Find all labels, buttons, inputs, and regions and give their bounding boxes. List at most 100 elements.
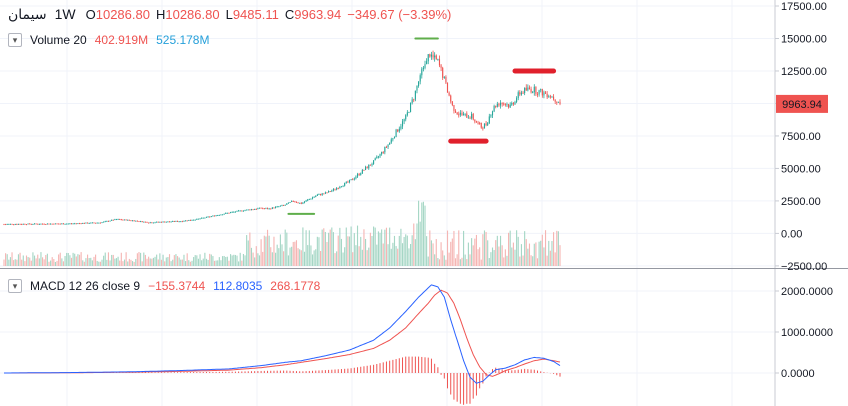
candle[interactable] bbox=[334, 189, 336, 191]
candle[interactable] bbox=[440, 65, 442, 68]
candle[interactable] bbox=[69, 223, 71, 225]
candle[interactable] bbox=[45, 224, 47, 226]
candle[interactable] bbox=[429, 54, 431, 57]
candle[interactable] bbox=[332, 189, 334, 191]
candle[interactable] bbox=[38, 223, 40, 225]
candle[interactable] bbox=[152, 222, 155, 224]
candle[interactable] bbox=[234, 211, 236, 213]
candle[interactable] bbox=[405, 115, 407, 120]
candle[interactable] bbox=[418, 81, 420, 87]
candle[interactable] bbox=[400, 126, 402, 129]
candle[interactable] bbox=[374, 158, 376, 161]
candle[interactable] bbox=[109, 220, 111, 222]
candle[interactable] bbox=[438, 59, 441, 66]
candle[interactable] bbox=[103, 221, 105, 223]
candle[interactable] bbox=[213, 215, 216, 217]
candle[interactable] bbox=[291, 200, 293, 203]
candle[interactable] bbox=[514, 102, 516, 105]
candle[interactable] bbox=[164, 221, 166, 223]
candle[interactable] bbox=[114, 219, 116, 221]
candle[interactable] bbox=[373, 160, 375, 165]
candle[interactable] bbox=[252, 209, 254, 211]
candle[interactable] bbox=[419, 75, 421, 82]
candle[interactable] bbox=[56, 223, 58, 225]
candle[interactable] bbox=[422, 67, 424, 69]
candle[interactable] bbox=[344, 182, 346, 186]
candle[interactable] bbox=[230, 212, 232, 214]
candle[interactable] bbox=[205, 216, 208, 218]
candle[interactable] bbox=[278, 206, 280, 208]
candle[interactable] bbox=[173, 221, 175, 223]
candle[interactable] bbox=[446, 82, 449, 93]
candle[interactable] bbox=[154, 222, 156, 224]
candle[interactable] bbox=[6, 223, 8, 225]
candle[interactable] bbox=[339, 186, 341, 189]
candle[interactable] bbox=[363, 169, 365, 171]
candle[interactable] bbox=[48, 223, 50, 225]
candle[interactable] bbox=[287, 202, 289, 204]
candle[interactable] bbox=[361, 169, 363, 174]
candle[interactable] bbox=[448, 92, 450, 96]
candle[interactable] bbox=[88, 223, 90, 225]
candle[interactable] bbox=[117, 218, 119, 220]
candle[interactable] bbox=[193, 219, 195, 221]
candle[interactable] bbox=[141, 221, 143, 223]
candle[interactable] bbox=[519, 92, 521, 95]
candle[interactable] bbox=[138, 221, 140, 223]
candle[interactable] bbox=[300, 202, 302, 204]
candle[interactable] bbox=[131, 220, 134, 222]
candle[interactable] bbox=[387, 144, 389, 148]
candle[interactable] bbox=[286, 203, 288, 205]
candle[interactable] bbox=[176, 220, 179, 222]
candle[interactable] bbox=[504, 103, 506, 105]
candle[interactable] bbox=[271, 207, 273, 209]
candle[interactable] bbox=[308, 198, 310, 200]
candle[interactable] bbox=[281, 205, 283, 207]
candle[interactable] bbox=[501, 102, 503, 104]
candle[interactable] bbox=[414, 90, 416, 100]
candle[interactable] bbox=[395, 129, 397, 138]
candle[interactable] bbox=[16, 224, 18, 226]
candle[interactable] bbox=[263, 208, 265, 210]
candle[interactable] bbox=[509, 104, 511, 108]
candle[interactable] bbox=[8, 223, 10, 225]
candle[interactable] bbox=[516, 98, 518, 103]
candle[interactable] bbox=[21, 224, 23, 226]
candle[interactable] bbox=[75, 223, 77, 225]
candle[interactable] bbox=[99, 222, 101, 224]
candle[interactable] bbox=[517, 92, 519, 99]
candle[interactable] bbox=[236, 210, 238, 212]
candle[interactable] bbox=[64, 223, 66, 225]
candle[interactable] bbox=[122, 219, 124, 221]
candle[interactable] bbox=[3, 224, 5, 226]
candle[interactable] bbox=[491, 111, 494, 116]
candle[interactable] bbox=[483, 123, 486, 129]
candle[interactable] bbox=[443, 76, 445, 78]
timeframe[interactable]: 1W bbox=[54, 6, 76, 22]
candle[interactable] bbox=[356, 174, 359, 177]
candle[interactable] bbox=[67, 223, 69, 225]
candle[interactable] bbox=[19, 223, 21, 225]
candle[interactable] bbox=[239, 210, 241, 212]
candle[interactable] bbox=[95, 222, 97, 224]
candle[interactable] bbox=[475, 121, 478, 123]
candle[interactable] bbox=[488, 116, 490, 124]
candle[interactable] bbox=[546, 93, 548, 98]
candle[interactable] bbox=[381, 151, 383, 155]
candle[interactable] bbox=[42, 223, 44, 225]
candle[interactable] bbox=[437, 59, 439, 61]
candle[interactable] bbox=[220, 214, 222, 216]
candle[interactable] bbox=[355, 176, 357, 179]
candle[interactable] bbox=[382, 151, 384, 153]
candle[interactable] bbox=[91, 222, 93, 224]
candle[interactable] bbox=[472, 113, 474, 120]
candle[interactable] bbox=[342, 185, 344, 187]
candle[interactable] bbox=[112, 219, 114, 221]
candle[interactable] bbox=[85, 222, 87, 224]
candle[interactable] bbox=[352, 179, 354, 181]
candle[interactable] bbox=[551, 96, 553, 98]
candle[interactable] bbox=[255, 208, 257, 210]
candle[interactable] bbox=[27, 223, 29, 225]
candle[interactable] bbox=[43, 223, 45, 225]
candle[interactable] bbox=[146, 221, 148, 223]
